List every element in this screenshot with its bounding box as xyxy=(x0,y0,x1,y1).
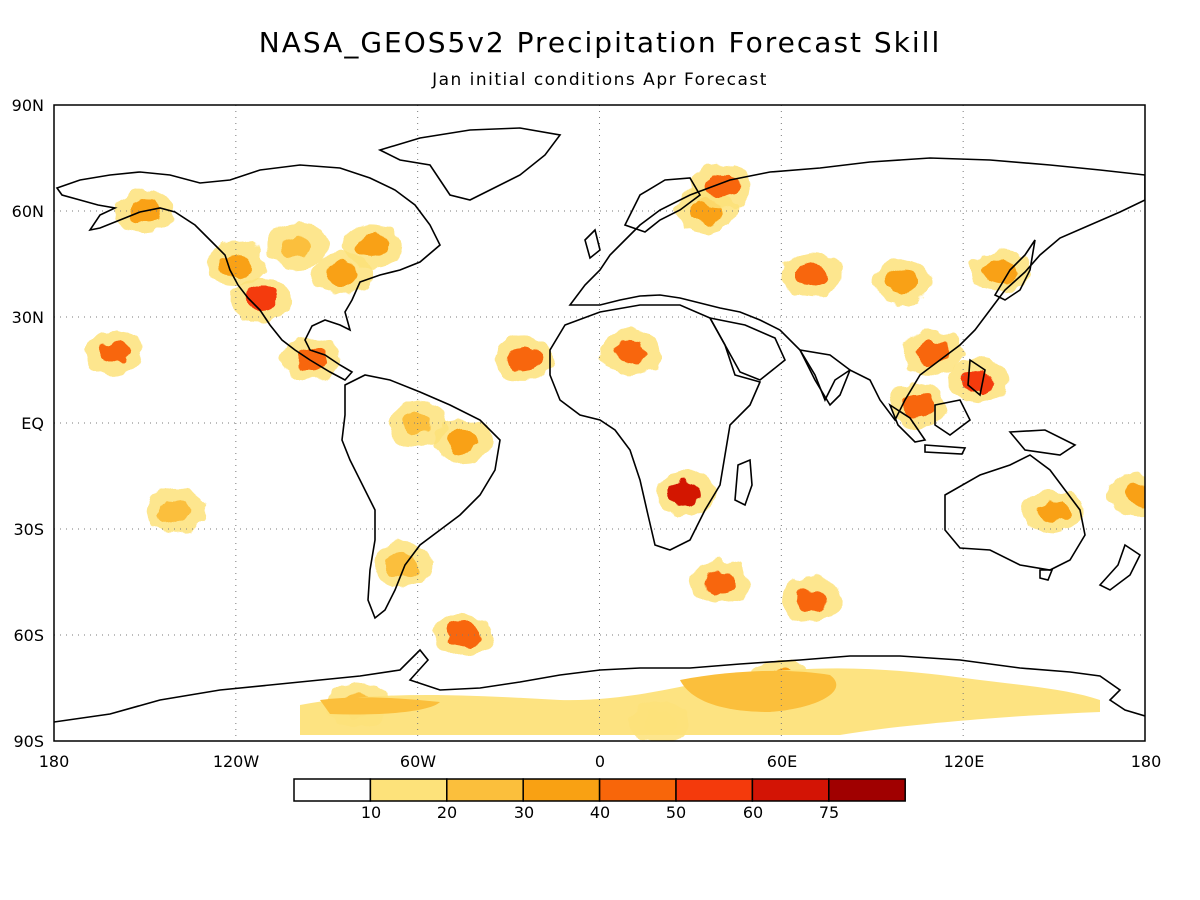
arabia-outline xyxy=(708,316,786,381)
legend-swatch xyxy=(751,778,830,802)
skill-region xyxy=(916,340,949,365)
legend-level-label: 30 xyxy=(514,803,534,822)
lon-label: 120W xyxy=(213,752,260,771)
map-title: NASA_GEOS5v2 Precipitation Forecast Skil… xyxy=(258,26,942,59)
lat-label: 30S xyxy=(13,520,44,539)
skill-region xyxy=(447,623,480,647)
japan-outline xyxy=(993,239,1036,301)
australia-outline xyxy=(944,454,1086,571)
british-isles-outline xyxy=(584,228,601,260)
lat-label: EQ xyxy=(21,414,44,433)
legend-level-label: 75 xyxy=(819,803,839,822)
lat-label: 90S xyxy=(13,732,44,751)
latitude-labels: 90N 60N 30N EQ 30S 60S 90S xyxy=(12,96,44,751)
lon-label: 60W xyxy=(400,752,436,771)
legend-swatch xyxy=(369,778,448,802)
skill-region xyxy=(795,587,828,612)
coastlines xyxy=(54,127,1145,723)
north-america-outline xyxy=(55,164,441,382)
tasmania-outline xyxy=(1039,569,1054,581)
legend-level-label: 10 xyxy=(361,803,381,822)
map-frame xyxy=(53,104,1146,742)
greenland-outline xyxy=(377,127,562,201)
legend-swatch xyxy=(446,778,524,802)
skill-region xyxy=(886,269,919,294)
new-guinea-outline xyxy=(1008,429,1077,456)
legend-swatch xyxy=(522,778,601,802)
lon-label: 60E xyxy=(767,752,797,771)
skill-region xyxy=(159,499,192,524)
graticule xyxy=(54,105,1145,741)
india-outline xyxy=(798,348,851,407)
skill-region xyxy=(507,347,540,372)
lat-label: 90N xyxy=(12,96,44,115)
lon-label: 180 xyxy=(1131,752,1162,771)
longitude-labels: 180 120W 60W 0 60E 120E 180 xyxy=(39,752,1162,771)
skill-region xyxy=(795,262,828,287)
legend-level-label: 60 xyxy=(743,803,763,822)
skill-region xyxy=(280,234,313,259)
legend-swatch xyxy=(828,778,906,802)
legend-labels: 10 20 30 40 50 60 75 xyxy=(361,803,839,822)
sumatra-outline xyxy=(888,402,927,443)
eurasia-outline xyxy=(568,157,1145,422)
legend-swatch xyxy=(675,778,754,802)
antarctica-outline xyxy=(54,648,1145,723)
lat-label: 60S xyxy=(13,626,44,645)
new-zealand-outline xyxy=(1098,543,1142,591)
lat-label: 30N xyxy=(12,308,44,327)
skill-region xyxy=(962,368,995,393)
skill-region xyxy=(244,287,277,312)
skill-region xyxy=(704,174,737,199)
legend-swatch xyxy=(598,778,677,802)
skill-region xyxy=(901,393,934,418)
skill-region xyxy=(447,428,480,453)
lat-label: 60N xyxy=(12,202,44,221)
color-legend xyxy=(293,778,906,802)
skill-region xyxy=(668,481,701,506)
skill-region xyxy=(613,340,646,365)
antarctic-skill-band xyxy=(300,668,1100,735)
skill-region xyxy=(704,570,737,594)
skill-region xyxy=(219,252,252,276)
java-outline xyxy=(924,444,967,455)
legend-swatch xyxy=(293,778,372,802)
lon-label: 120E xyxy=(944,752,985,771)
skill-region xyxy=(325,262,358,287)
skill-region xyxy=(356,234,389,259)
legend-level-label: 50 xyxy=(666,803,686,822)
lon-label: 0 xyxy=(595,752,605,771)
skill-region xyxy=(1122,481,1145,506)
map-subtitle: Jan initial conditions Apr Forecast xyxy=(432,70,768,90)
philippines-outline xyxy=(967,358,986,397)
legend-level-label: 40 xyxy=(590,803,610,822)
legend-level-label: 20 xyxy=(437,803,457,822)
skill-region xyxy=(1038,499,1071,524)
skill-region xyxy=(983,259,1016,284)
lon-label: 180 xyxy=(39,752,70,771)
madagascar-outline xyxy=(734,458,753,507)
skill-region xyxy=(98,340,131,365)
scandinavia-outline xyxy=(623,177,702,233)
south-america-outline xyxy=(341,374,501,620)
borneo-outline xyxy=(934,399,972,436)
